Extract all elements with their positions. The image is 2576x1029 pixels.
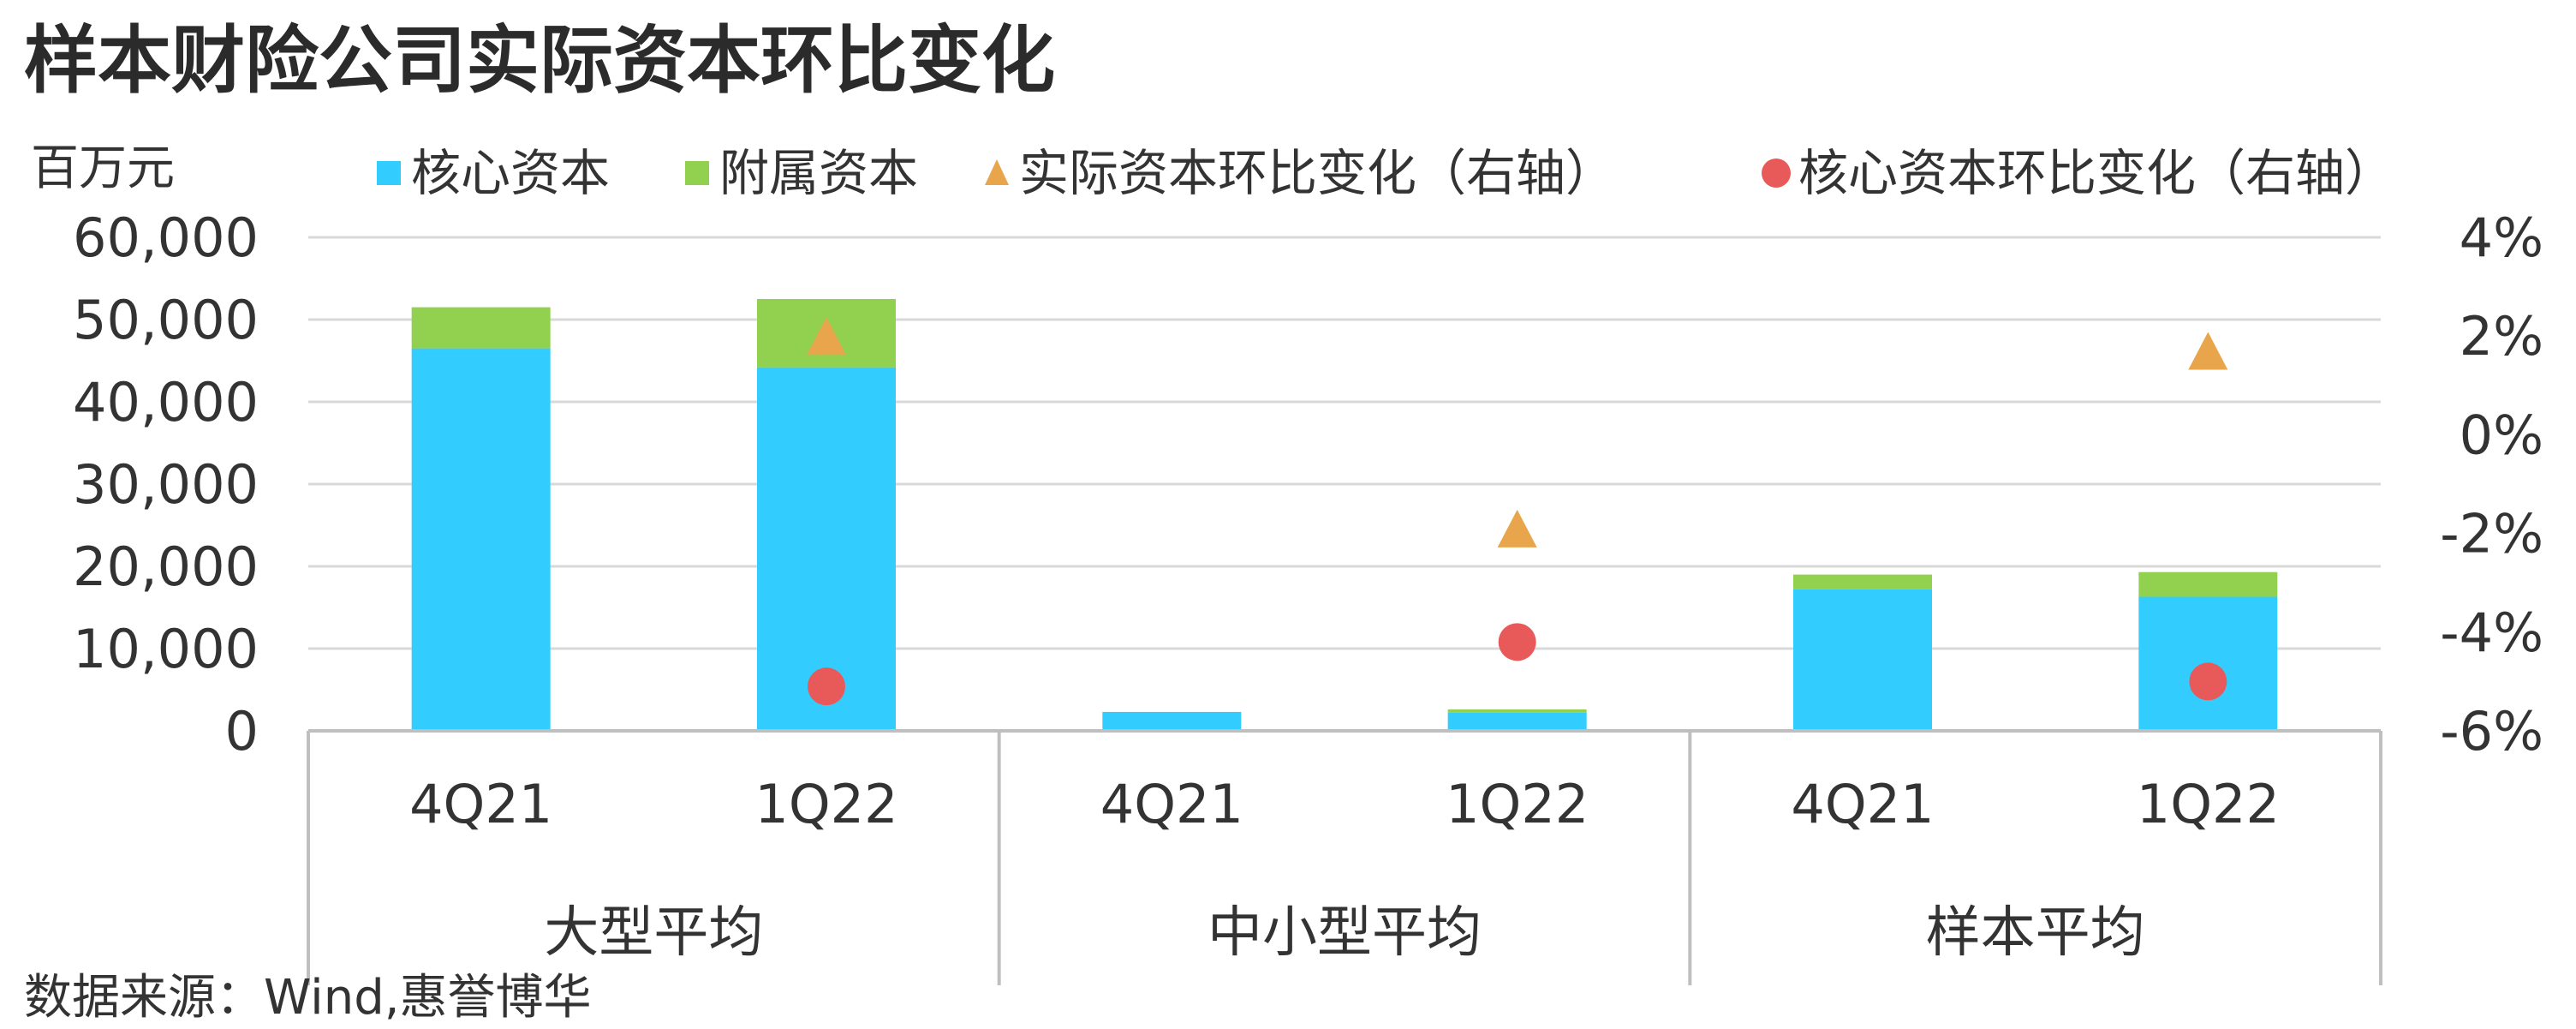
right-tick-label: -4%: [2440, 601, 2543, 664]
x-group-label: 大型平均: [544, 901, 763, 965]
bar-capital: [1447, 712, 1587, 731]
x-group-label: 中小型平均: [1208, 901, 1482, 965]
source-note: 数据来源：Wind,惠誉博华: [24, 970, 592, 1026]
triangle-marker: [1497, 509, 1537, 547]
bar-capital: [1447, 709, 1587, 713]
bar-capital: [411, 307, 551, 349]
x-category-label: 1Q22: [1446, 773, 1589, 835]
x-category-label: 4Q21: [1791, 773, 1934, 835]
x-category-label: 4Q21: [409, 773, 552, 835]
bar-capital: [2138, 571, 2278, 597]
bar-capital: [1102, 711, 1242, 731]
right-tick-label: 4%: [2460, 206, 2543, 269]
axes: [307, 729, 2382, 985]
legend-circle-icon: [1762, 159, 1791, 188]
circle-marker: [808, 667, 845, 706]
x-group-label: 样本平均: [1926, 901, 2145, 965]
right-tick-label: 2%: [2460, 305, 2543, 368]
x-category-label: 4Q21: [1100, 773, 1243, 835]
left-tick-label: 20,000: [73, 535, 259, 598]
left-tick-label: 50,000: [73, 289, 259, 351]
left-tick-label: 0: [225, 700, 259, 763]
triangle-marker: [807, 317, 846, 356]
legend-triangle-icon: [985, 159, 1009, 185]
bar-capital: [411, 348, 551, 731]
circle-marker: [2189, 662, 2227, 701]
y-unit-label: 百万元: [31, 141, 175, 196]
left-tick-label: 40,000: [73, 371, 259, 434]
gridlines: [308, 236, 2381, 650]
legend-label: 核心资本: [411, 144, 610, 202]
bar-capital: [1793, 589, 1932, 731]
right-tick-label: -2%: [2440, 503, 2543, 565]
bars: [411, 299, 2278, 731]
chart-title: 样本财险公司实际资本环比变化: [24, 18, 1055, 104]
right-tick-label: 0%: [2460, 404, 2543, 466]
bar-capital: [1793, 574, 1932, 589]
left-tick-label: 60,000: [73, 206, 259, 269]
left-tick-label: 30,000: [73, 453, 259, 516]
x-axis-labels: 4Q21 1Q22 4Q21 1Q22 4Q21 1Q22 大型平均 中小型平均 样本平均: [409, 773, 2280, 965]
circle-marker: [1498, 623, 1536, 661]
triangle-marker: [2188, 332, 2228, 370]
legend-label: 核心资本环比变化（右轴）: [1798, 144, 2394, 202]
legend-swatch: [685, 161, 709, 185]
left-axis-ticks: 0 10,000 20,000 30,000 40,000 50,000 60,000: [73, 206, 259, 763]
markers: [807, 317, 2228, 706]
right-axis-ticks: -6% -4% -2% 0% 2% 4%: [2440, 206, 2543, 763]
x-category-label: 1Q22: [2137, 773, 2280, 835]
legend-label: 实际资本环比变化（右轴）: [1019, 144, 1615, 202]
legend: 核心资本 附属资本 实际资本环比变化（右轴） 核心资本环比变化（右轴）: [377, 144, 2394, 202]
x-category-label: 1Q22: [754, 773, 897, 835]
left-tick-label: 10,000: [73, 618, 259, 680]
legend-label: 附属资本: [719, 144, 918, 202]
right-tick-label: -6%: [2440, 700, 2543, 763]
legend-swatch: [377, 161, 401, 185]
